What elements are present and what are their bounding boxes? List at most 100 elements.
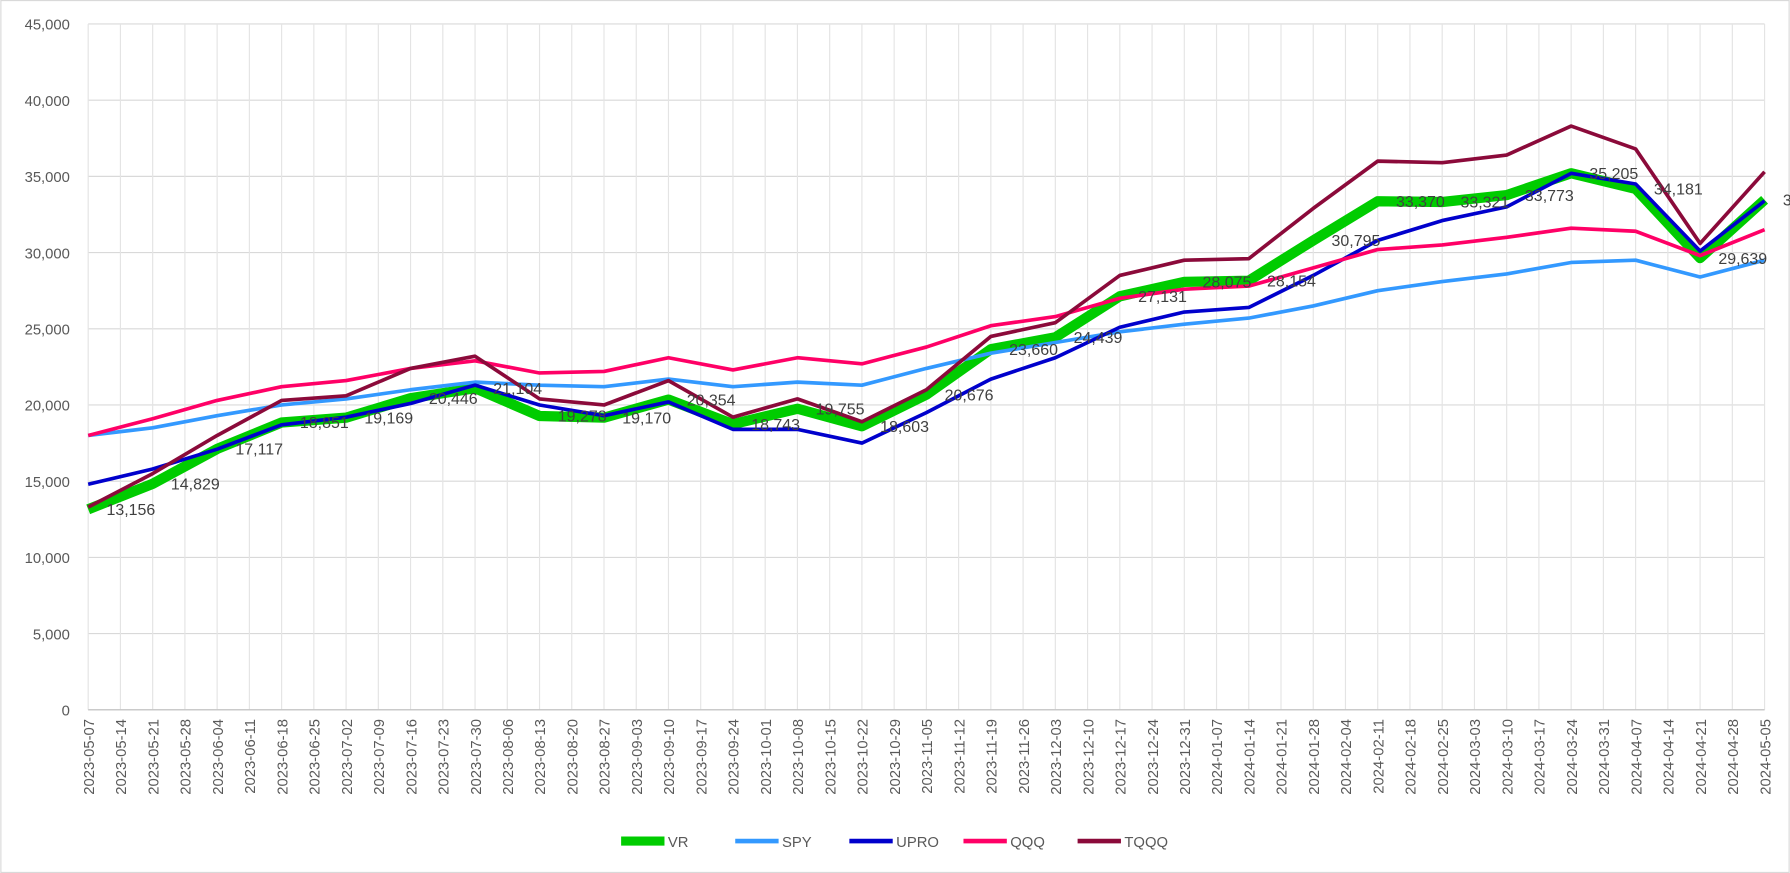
x-tick-label: 2023-12-24 [1146,719,1162,795]
x-tick-label: 2023-08-13 [533,719,549,795]
legend-label: SPY [782,835,812,851]
data-label: 13,156 [106,502,155,519]
data-label: 19,169 [364,410,413,427]
data-label: 27,131 [1138,289,1187,306]
x-tick-label: 2023-08-27 [598,719,614,795]
data-label: 28,154 [1267,273,1316,290]
x-tick-label: 2024-03-31 [1597,719,1613,795]
x-tick-label: 2023-12-17 [1114,719,1130,795]
x-tick-label: 2023-06-25 [308,719,324,795]
legend-label: UPRO [896,835,939,851]
x-tick-label: 2023-11-26 [1017,719,1033,794]
x-tick-label: 2023-07-23 [437,719,453,795]
y-tick-label: 30,000 [25,246,70,262]
x-tick-label: 2023-12-03 [1049,719,1065,795]
data-label: 35,205 [1589,166,1638,183]
x-tick-label: 2024-04-21 [1694,719,1710,795]
series-line [87,226,1766,438]
x-tick-label: 2023-06-18 [275,719,291,795]
y-tick-label: 45,000 [25,18,70,34]
x-tick-label: 2023-10-29 [888,719,904,795]
x-tick-label: 2024-01-07 [1210,719,1226,795]
x-tick-label: 2023-05-07 [82,719,98,795]
x-tick-label: 2024-01-21 [1275,719,1291,795]
data-label: 28,075 [1203,275,1252,292]
data-label: 20,676 [945,387,994,404]
x-tick-label: 2023-10-01 [759,719,775,795]
x-tick-label: 2023-11-12 [952,719,968,794]
legend-label: QQQ [1010,835,1045,851]
legend-label: VR [668,835,689,851]
data-label: 18,603 [880,419,929,436]
data-label: 14,829 [171,477,220,494]
x-tick-label: 2023-08-20 [565,719,581,795]
data-label: 29,639 [1718,251,1767,268]
x-tick-label: 2023-11-19 [985,719,1001,794]
y-tick-label: 15,000 [25,475,70,491]
x-tick-label: 2023-05-28 [179,719,195,795]
legend: VR SPY UPRO QQQ TQQQ [621,835,1168,851]
data-label: 34,181 [1654,182,1703,199]
x-tick-label: 2024-04-28 [1726,719,1742,795]
x-tick-label: 2024-04-14 [1662,719,1678,795]
x-tick-label: 2023-12-31 [1178,719,1194,795]
x-tick-label: 2023-07-16 [404,719,420,795]
data-label: 19,755 [816,401,865,418]
x-tick-label: 2024-02-04 [1339,719,1355,795]
x-tick-label: 2024-02-18 [1404,719,1420,795]
y-tick-label: 5,000 [33,627,70,643]
x-tick-label: 2023-10-22 [856,719,872,795]
x-tick-label: 2024-03-03 [1468,719,1484,795]
data-label: 23,660 [1009,342,1058,359]
x-tick-label: 2023-11-05 [920,719,936,794]
x-tick-label: 2024-03-10 [1500,719,1516,795]
data-label: 33,773 [1525,188,1574,205]
x-tick-label: 2023-06-11 [243,719,259,794]
data-label: 21,104 [493,381,542,398]
series-line [87,258,1766,438]
series-line [87,124,1766,509]
y-tick-label: 40,000 [25,94,70,110]
x-tick-label: 2023-07-09 [372,719,388,795]
data-label: 19,278 [558,409,607,426]
x-tick-label: 2024-02-25 [1436,719,1452,795]
data-label: 24,439 [1074,330,1123,347]
x-tick-label: 2023-09-24 [727,719,743,795]
y-tick-label: 0 [62,704,70,720]
x-tick-label: 2023-10-15 [823,719,839,795]
x-tick-label: 2023-12-10 [1081,719,1097,795]
legend-label: TQQQ [1124,835,1168,851]
x-tick-label: 2024-01-28 [1307,719,1323,795]
x-tick-label: 2024-03-24 [1565,719,1581,795]
data-label: 19,170 [622,410,671,427]
x-tick-label: 2024-02-11 [1371,719,1387,794]
x-tick-label: 2023-05-14 [114,719,130,795]
x-tick-label: 2023-06-04 [211,719,227,795]
data-label: 20,446 [429,391,478,408]
series-line [87,171,1766,487]
x-tick-label: 2023-05-21 [146,719,162,795]
x-tick-label: 2024-01-14 [1242,719,1258,795]
data-label: 17,117 [235,442,283,459]
x-tick-label: 2023-07-30 [469,719,485,795]
x-tick-label: 2023-08-06 [501,719,517,795]
y-tick-label: 25,000 [25,322,70,338]
data-label: 18,743 [751,417,800,434]
data-label: 33,370 [1396,194,1445,211]
data-label: 33,463 [1783,193,1790,210]
x-tick-label: 2023-09-10 [662,719,678,795]
x-tick-label: 2024-05-05 [1758,719,1774,795]
data-label: 20,354 [687,392,736,409]
data-label: 18,851 [300,415,349,432]
y-tick-label: 35,000 [25,170,70,186]
x-tick-label: 2023-07-02 [340,719,356,795]
x-tick-label: 2023-09-03 [630,719,646,795]
data-label: 33,321 [1460,195,1509,212]
y-tick-label: 20,000 [25,399,70,415]
y-tick-label: 10,000 [25,551,70,567]
data-label: 30,795 [1332,233,1381,250]
x-tick-label: 2023-10-08 [791,719,807,795]
x-tick-label: 2024-03-17 [1533,719,1549,795]
